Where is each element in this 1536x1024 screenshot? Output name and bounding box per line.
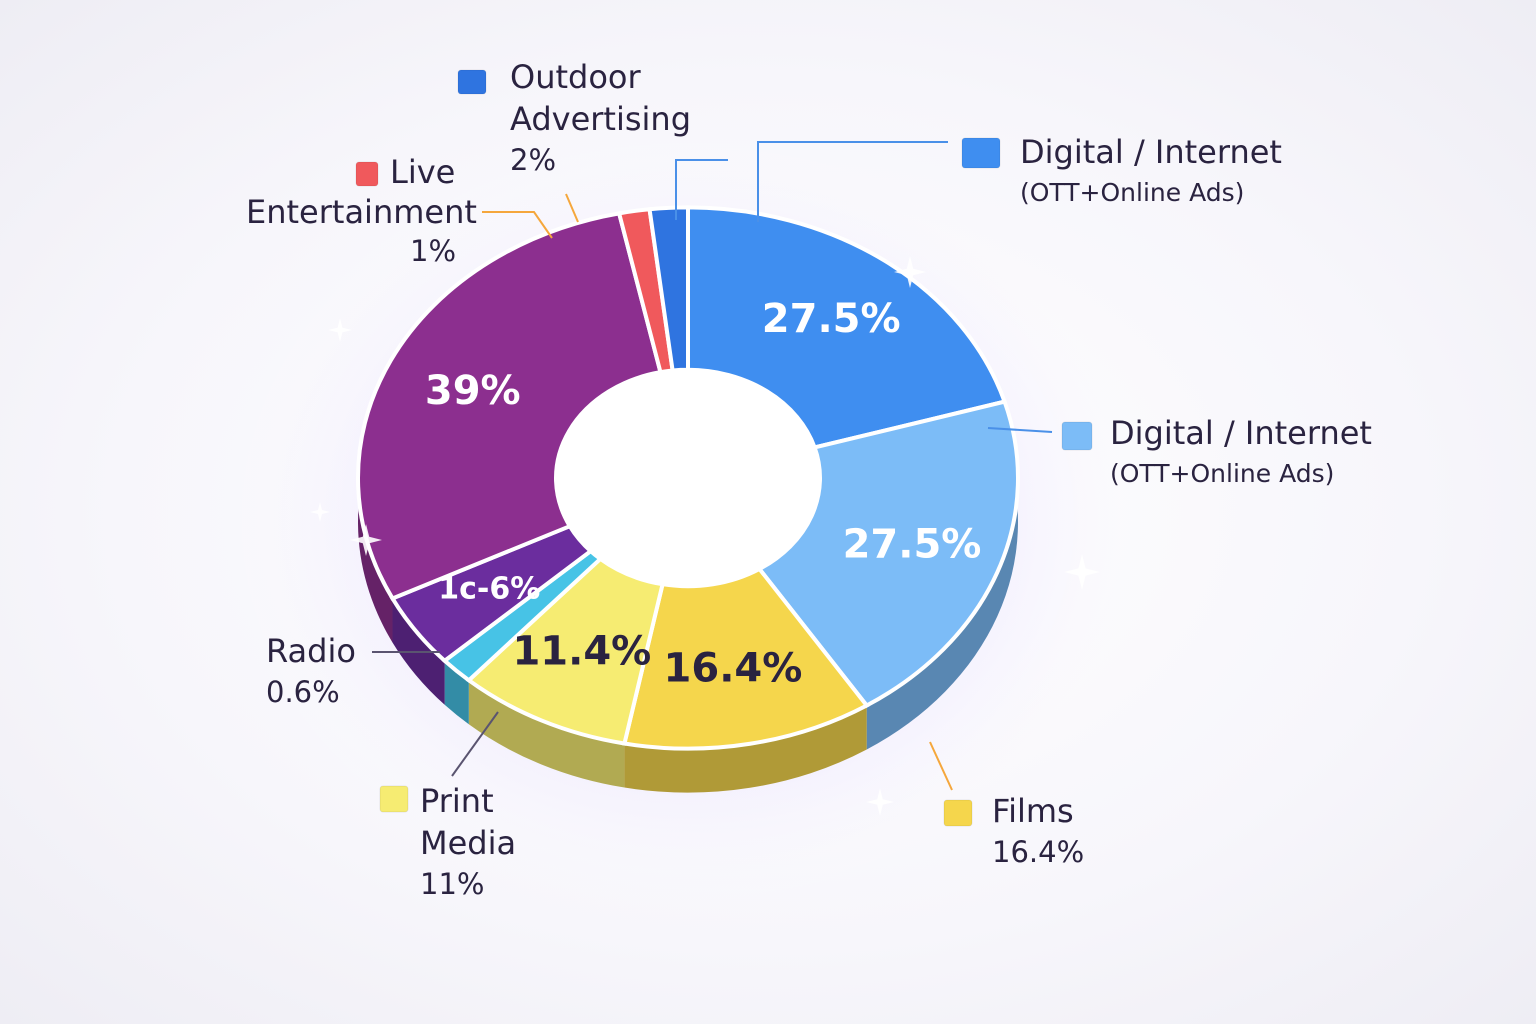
legend: Digital / Internet (OTT+Online Ads) Digita… xyxy=(246,58,1372,901)
slice-label-radio: 1c-6% xyxy=(438,571,540,606)
slice-label-print: 11.4% xyxy=(512,629,651,675)
legend-name-live: Live xyxy=(390,153,455,191)
sparkles xyxy=(310,256,1100,816)
legend-swatch-print xyxy=(379,785,409,813)
leader-lines xyxy=(372,141,1053,791)
donut-hole xyxy=(556,369,820,587)
slice-label-digital1: 27.5% xyxy=(762,296,901,342)
donut-tops xyxy=(356,205,1020,751)
legend-swatch-digital1 xyxy=(961,137,1001,169)
legend-pct-radio: 0.6% xyxy=(266,675,340,709)
legend-swatch-digital2 xyxy=(1061,421,1093,451)
legend-sub-digital1: (OTT+Online Ads) xyxy=(1020,178,1244,207)
sparkle-4 xyxy=(350,524,382,556)
legend-pct-print: 11% xyxy=(420,867,484,901)
legend-swatch-live xyxy=(355,161,379,187)
legend-name-print: Print xyxy=(420,782,494,820)
slice-label-digital2: 27.5% xyxy=(843,521,982,567)
legend-name-digital1: Digital / Internet xyxy=(1020,133,1282,171)
sparkle-2 xyxy=(866,788,894,816)
legend-name-live: Entertainment xyxy=(246,193,477,231)
legend-name-radio: Radio xyxy=(266,632,356,670)
leader-line-films xyxy=(929,741,953,791)
legend-name-outdoor: Outdoor xyxy=(510,58,641,96)
leader-line-outdoor xyxy=(565,193,579,223)
legend-swatch-films xyxy=(943,799,973,827)
slice-label-tv: 39% xyxy=(425,368,521,414)
sparkle-5 xyxy=(310,502,330,522)
slice-label-films: 16.4% xyxy=(664,645,803,691)
leader-line-live xyxy=(482,211,553,239)
slice-side-films xyxy=(624,705,867,793)
legend-name-films: Films xyxy=(992,792,1074,830)
legend-sub-digital2: (OTT+Online Ads) xyxy=(1110,459,1334,488)
legend-pct-films: 16.4% xyxy=(992,835,1084,869)
legend-name-outdoor: Advertising xyxy=(510,100,691,138)
slice-side-digital2 xyxy=(866,401,1018,750)
slice-labels: 27.5% 27.5% 16.4% 11.4% 1c-6% 39% xyxy=(425,296,982,691)
leader-line-print xyxy=(451,711,499,777)
slice-side-print xyxy=(468,680,625,788)
sparkle-3 xyxy=(328,318,352,342)
leader-line-digital2 xyxy=(987,427,1053,433)
legend-pct-live: 1% xyxy=(410,234,456,268)
legend-pct-outdoor: 2% xyxy=(510,143,556,177)
sparkle-0 xyxy=(894,256,926,288)
legend-swatch-outdoor xyxy=(457,69,487,95)
sparkle-1 xyxy=(1064,554,1100,590)
leader-line-outdoor-blue xyxy=(675,159,728,220)
legend-name-print: Media xyxy=(420,824,516,862)
leader-line-digital1 xyxy=(757,141,948,222)
legend-name-digital2: Digital / Internet xyxy=(1110,414,1372,452)
